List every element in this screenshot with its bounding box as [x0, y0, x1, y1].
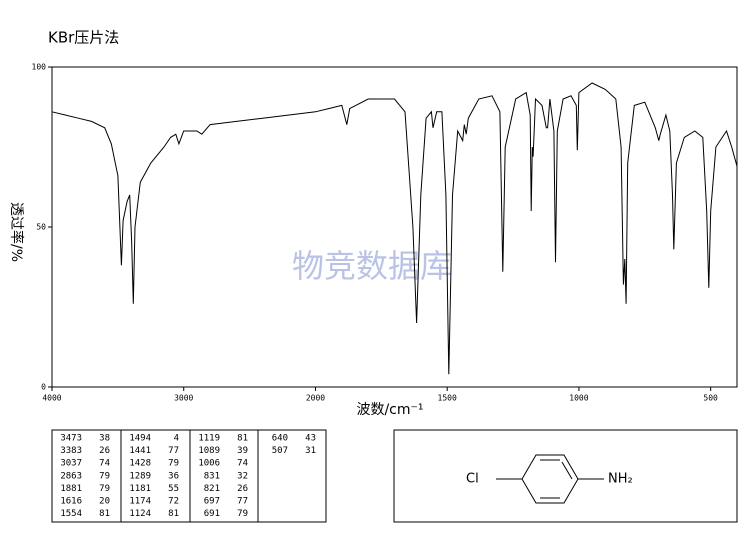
peak-transmittance: 55: [168, 484, 179, 494]
peak-wavenumber: 640: [272, 434, 288, 444]
peak-wavenumber: 3383: [60, 446, 82, 456]
x-tick-label: 4000: [42, 394, 61, 403]
peak-transmittance: 81: [237, 434, 248, 444]
peak-transmittance: 36: [168, 471, 179, 481]
peak-transmittance: 26: [99, 446, 110, 456]
peak-wavenumber: 1441: [129, 446, 151, 456]
peak-wavenumber: 831: [204, 471, 220, 481]
peak-transmittance: 43: [305, 434, 316, 444]
peak-transmittance: 77: [237, 497, 248, 507]
peak-transmittance: 74: [237, 459, 248, 469]
peak-wavenumber: 507: [272, 446, 288, 456]
peak-wavenumber: 1554: [60, 509, 82, 519]
structure-frame: [393, 429, 738, 523]
peak-transmittance: 26: [237, 484, 248, 494]
peak-transmittance: 32: [237, 471, 248, 481]
peak-wavenumber: 1289: [129, 471, 151, 481]
x-tick-label: 1500: [438, 394, 457, 403]
peak-wavenumber: 1119: [198, 434, 220, 444]
peak-transmittance: 77: [168, 446, 179, 456]
peak-transmittance: 79: [99, 484, 110, 494]
peak-transmittance: 20: [99, 497, 110, 507]
spectrum-line: [51, 82, 738, 375]
chlorine-label: Cl: [466, 472, 479, 487]
amine-label: NH₂: [608, 472, 633, 487]
y-tick-label: 0: [41, 383, 46, 392]
peak-wavenumber: 821: [204, 484, 220, 494]
x-axis-label: 波数/cm⁻¹: [356, 402, 423, 418]
peak-wavenumber: 697: [204, 497, 220, 507]
peak-transmittance: 79: [168, 459, 179, 469]
peak-transmittance: 38: [99, 434, 110, 444]
peak-wavenumber: 1124: [129, 509, 151, 519]
watermark: 物竞数据库: [292, 247, 452, 285]
peak-transmittance: 4: [174, 434, 179, 444]
peak-transmittance: 39: [237, 446, 248, 456]
x-tick-label: 2000: [306, 394, 325, 403]
peak-transmittance: 81: [99, 509, 110, 519]
peak-wavenumber: 1006: [198, 459, 220, 469]
peak-transmittance: 31: [305, 446, 316, 456]
peak-wavenumber: 1181: [129, 484, 151, 494]
peak-wavenumber: 1089: [198, 446, 220, 456]
peak-wavenumber: 1428: [129, 459, 151, 469]
peak-transmittance: 74: [99, 459, 110, 469]
peak-wavenumber: 2863: [60, 471, 82, 481]
chart-title: KBr压片法: [48, 29, 119, 47]
peak-wavenumber: 1616: [60, 497, 82, 507]
plot-frame: [51, 66, 738, 388]
x-tick-label: 500: [703, 394, 718, 403]
y-tick-label: 100: [32, 63, 47, 72]
peak-table-frame: [51, 429, 327, 523]
y-tick-label: 50: [36, 223, 46, 232]
peak-wavenumber: 1494: [129, 434, 151, 444]
y-axis-label: 透过率/%: [8, 202, 25, 262]
peak-transmittance: 72: [168, 497, 179, 507]
peak-transmittance: 81: [168, 509, 179, 519]
peak-wavenumber: 3037: [60, 459, 82, 469]
x-tick-label: 3000: [174, 394, 193, 403]
peak-wavenumber: 1174: [129, 497, 151, 507]
peak-wavenumber: 691: [204, 509, 220, 519]
peak-transmittance: 79: [237, 509, 248, 519]
peak-wavenumber: 1881: [60, 484, 82, 494]
peak-transmittance: 79: [99, 471, 110, 481]
benzene-ring: [496, 454, 604, 504]
x-tick-label: 1000: [569, 394, 588, 403]
peak-wavenumber: 3473: [60, 434, 82, 444]
